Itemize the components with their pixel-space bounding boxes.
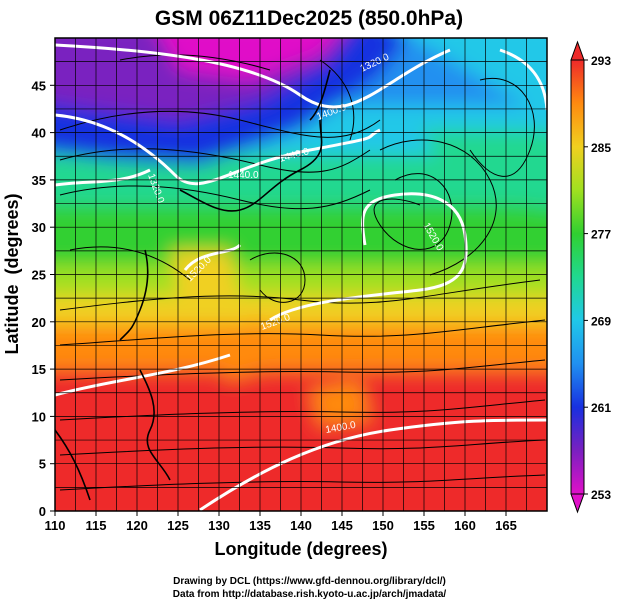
x-tick-label: 130 [208, 518, 230, 533]
contour-label: 1400.0 [325, 420, 357, 436]
y-tick-label: 5 [39, 457, 46, 472]
colorbar-top-arrow [570, 40, 585, 61]
x-tick-label: 150 [372, 518, 394, 533]
coastlines [55, 69, 331, 501]
x-tick-label: 120 [126, 518, 148, 533]
footer-credit-dcl: Drawing by DCL (https://www.gfd-dennou.o… [173, 576, 446, 587]
y-tick-label: 25 [32, 268, 46, 283]
footer-credit-data: Data from http://database.rish.kyoto-u.a… [172, 589, 447, 600]
x-tick-label: 145 [331, 518, 353, 533]
grid [55, 38, 547, 511]
axes: 110 115 120 125 130 135 140 145 150 155 160 165 0 5 10… [32, 37, 548, 533]
y-axis-label: Latitude (degrees) [2, 193, 22, 354]
x-tick-label: 140 [290, 518, 312, 533]
x-tick-label: 135 [249, 518, 271, 533]
colorbar-tick-label: 253 [591, 488, 611, 502]
colorbar-tick-label: 285 [591, 141, 611, 155]
colorbar-tick-label: 277 [591, 228, 611, 242]
colorbar-tick-label: 293 [591, 54, 611, 68]
x-tick-label: 165 [495, 518, 517, 533]
y-tick-label: 35 [32, 173, 46, 188]
y-tick-label: 30 [32, 220, 46, 235]
colorbar-tick-label: 261 [591, 401, 611, 415]
colorbar-bottom-arrow [570, 493, 585, 514]
y-tick-label: 0 [39, 504, 46, 519]
x-tick-label: 110 [45, 518, 66, 533]
height-contours [55, 43, 547, 511]
y-tick-label: 45 [32, 78, 46, 93]
colorbar-tick-label: 269 [591, 314, 611, 328]
chart-title: GSM 06Z11Dec2025 (850.0hPa) [155, 7, 463, 30]
colorbar: 253 261 269 277 285 293 [570, 40, 611, 514]
x-axis-label: Longitude (degrees) [214, 539, 387, 559]
y-tick-label: 15 [32, 362, 46, 377]
x-tick-label: 115 [86, 518, 107, 533]
x-tick-label: 155 [413, 518, 435, 533]
y-tick-label: 10 [32, 409, 46, 424]
contour-label: 1440.0 [228, 170, 259, 181]
x-tick-label: 125 [167, 518, 189, 533]
x-tick-label: 160 [454, 518, 476, 533]
y-tick-label: 20 [32, 315, 46, 330]
y-tick-label: 40 [32, 126, 46, 141]
